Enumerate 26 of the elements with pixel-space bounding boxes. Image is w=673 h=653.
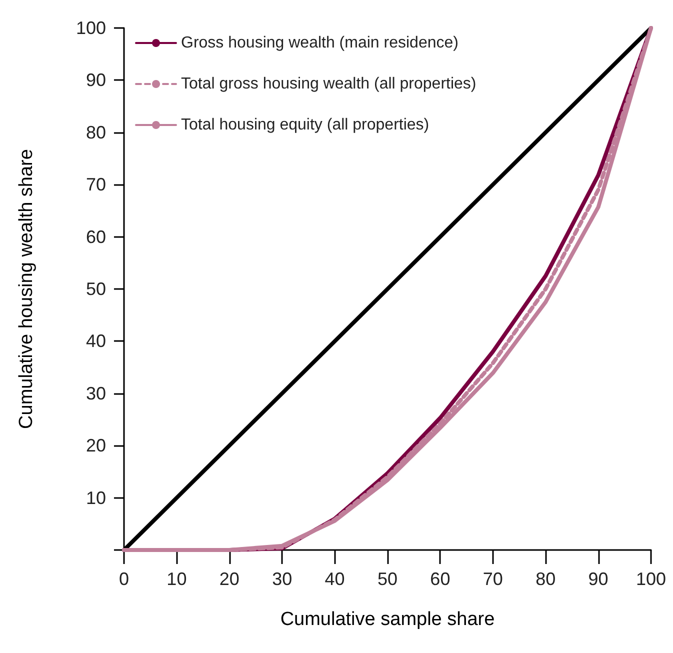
x-tick-label: 90 [588, 569, 608, 589]
x-tick-label: 100 [636, 569, 666, 589]
legend-label: Total gross housing wealth (all properties) [181, 76, 476, 92]
y-tick-label: 70 [86, 174, 106, 195]
x-tick-label: 80 [536, 569, 556, 589]
y-tick-label: 10 [86, 488, 106, 508]
x-tick-label: 40 [324, 569, 345, 589]
x-tick-label: 70 [482, 569, 503, 589]
y-axis-title: Cumulative housing wealth share [16, 149, 37, 429]
x-tick-label: 30 [272, 569, 292, 589]
y-tick-label: 60 [86, 226, 106, 247]
y-tick-label: 90 [86, 70, 106, 90]
y-tick-label: 20 [86, 436, 106, 456]
y-tick-label: 30 [86, 383, 106, 404]
x-tick-label: 10 [166, 569, 187, 589]
x-tick-label: 60 [430, 569, 450, 589]
legend-label: Gross housing wealth (main residence) [181, 34, 458, 52]
y-tick-label: 40 [86, 331, 106, 352]
y-tick-label: 50 [86, 279, 106, 299]
y-tick-label: 100 [76, 18, 106, 38]
x-axis-title: Cumulative sample share [280, 609, 495, 630]
x-tick-label: 0 [118, 569, 130, 589]
x-tick-label: 20 [219, 569, 240, 589]
y-tick-label: 80 [86, 122, 106, 142]
x-tick-label: 50 [377, 569, 398, 589]
legend-label: Total housing equity (all properties) [181, 116, 430, 134]
